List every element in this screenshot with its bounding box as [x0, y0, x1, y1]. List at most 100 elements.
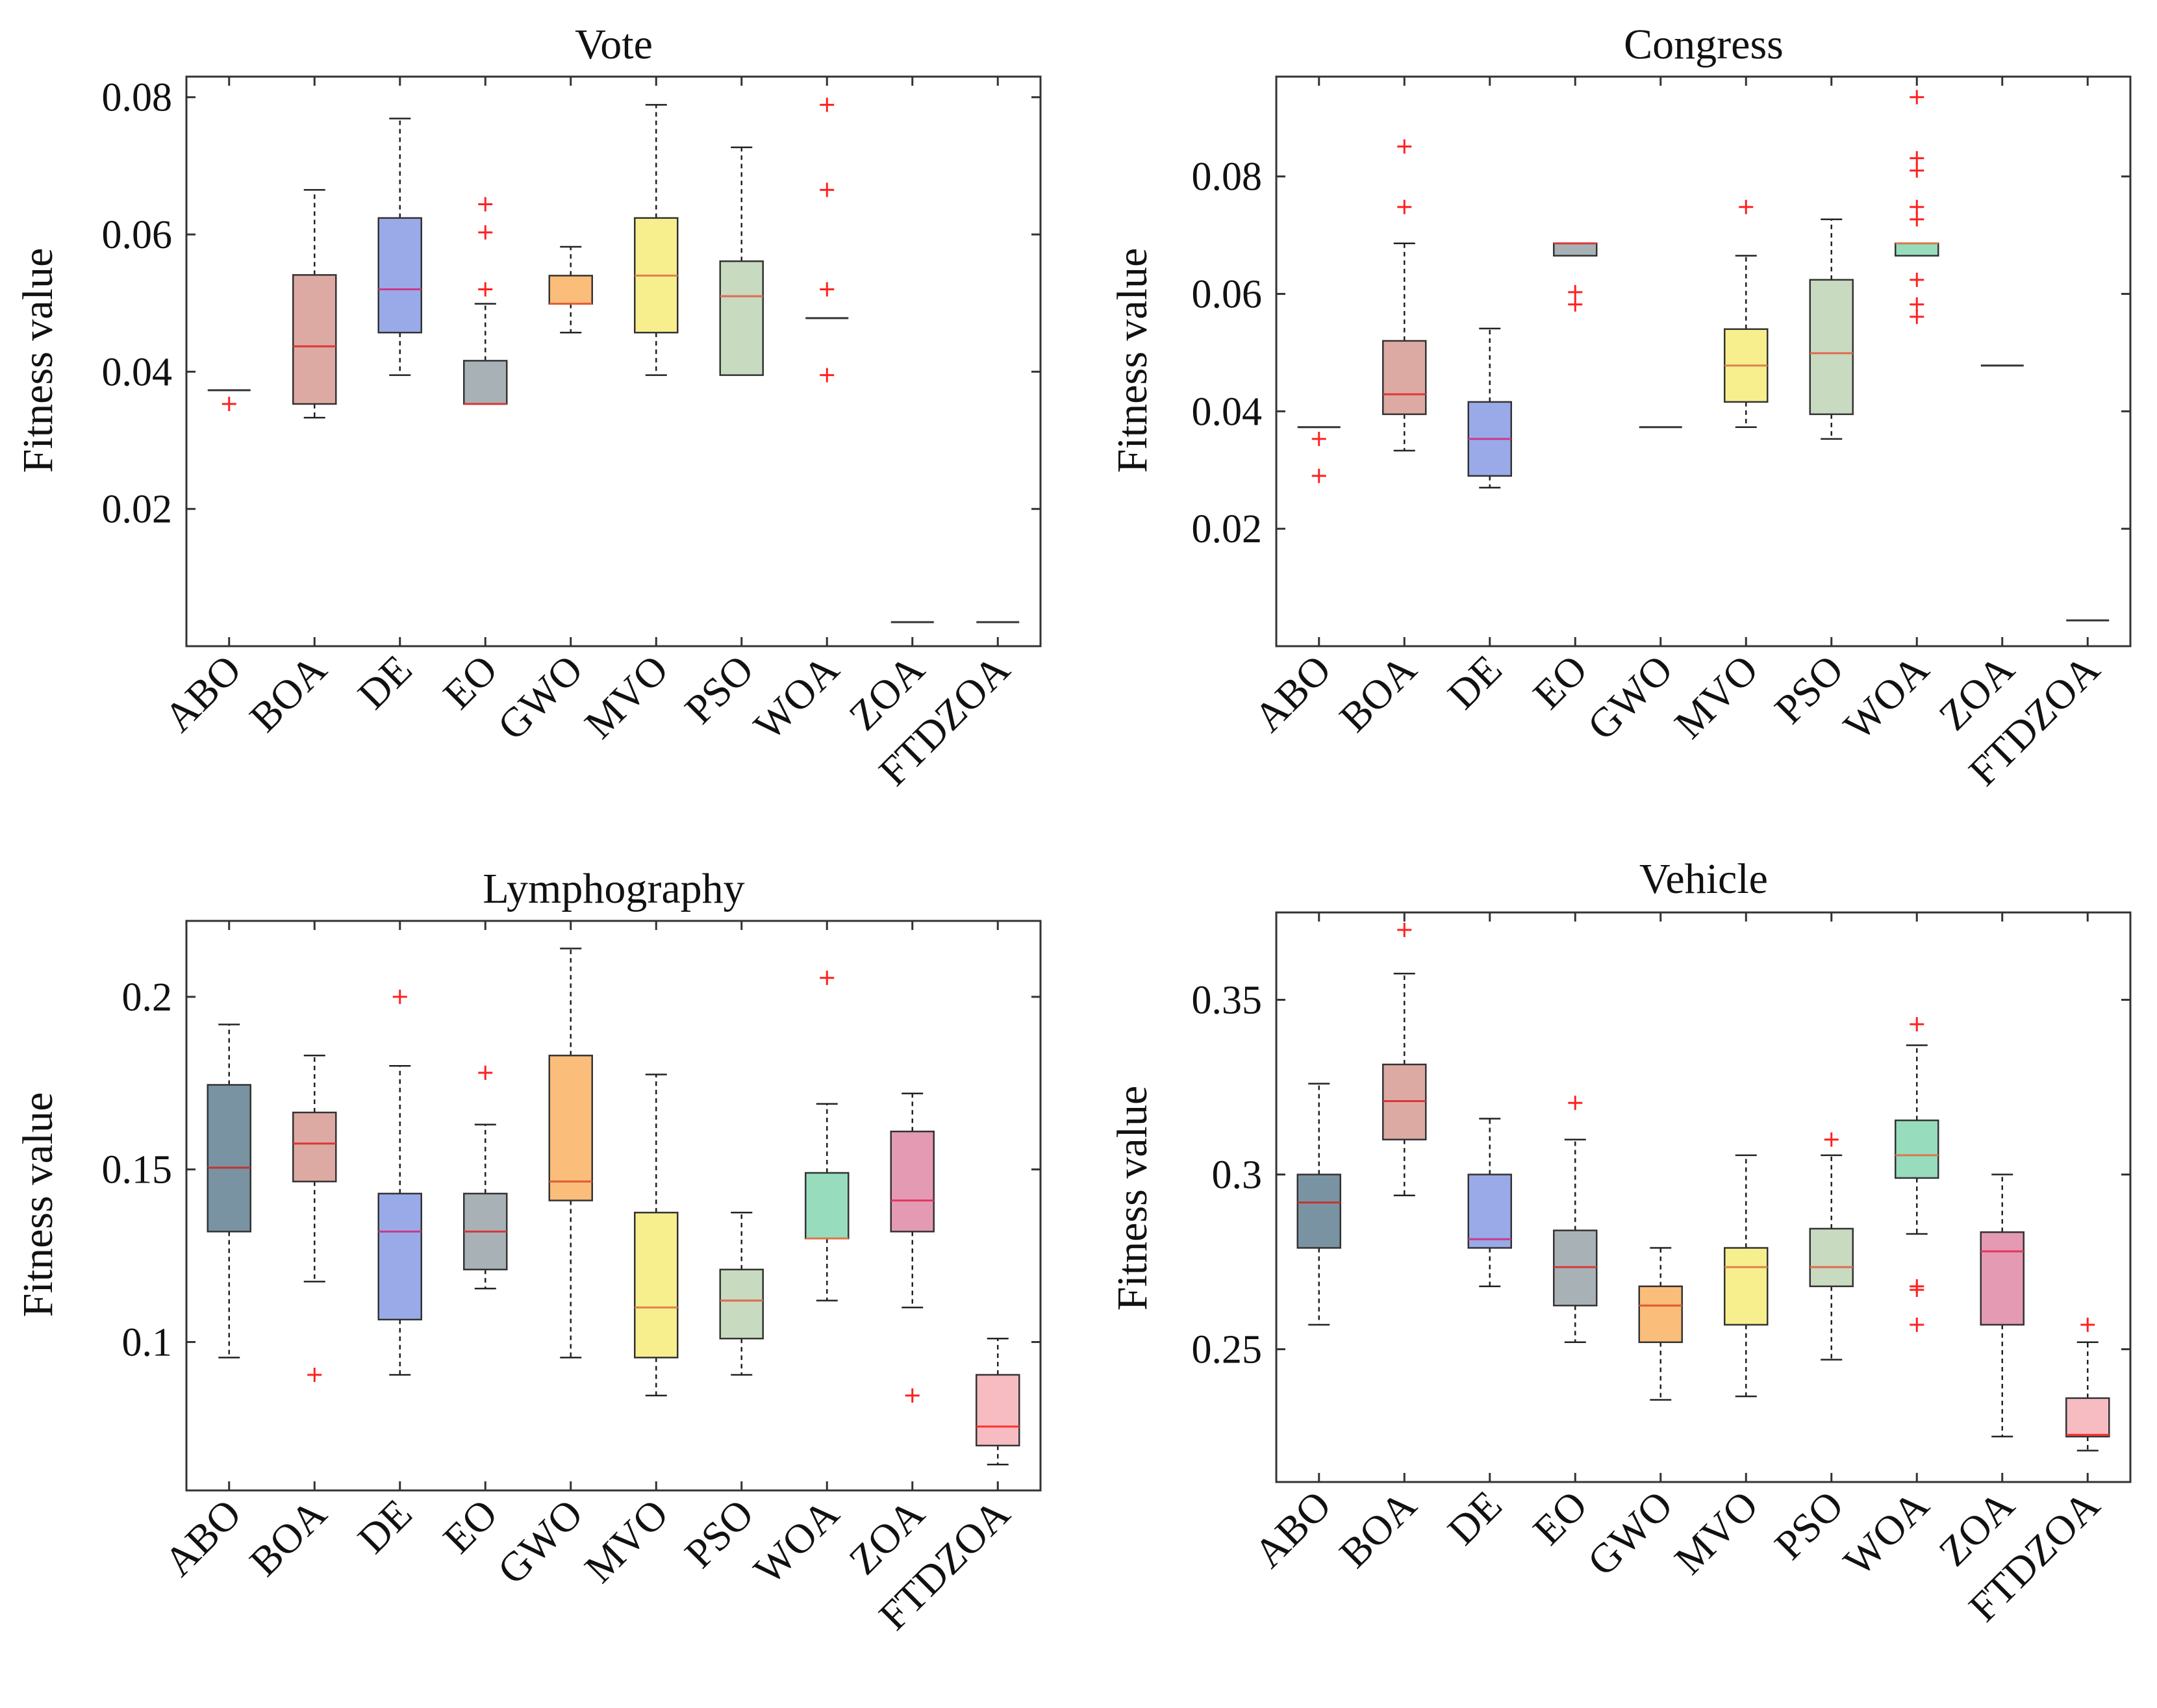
outlier-marker [307, 1367, 322, 1382]
outlier-marker [1910, 1017, 1924, 1032]
y-axis-label: Fitness value [14, 1092, 62, 1317]
axes-frame [1275, 75, 2132, 647]
outlier-marker [478, 282, 493, 297]
outlier-marker [1568, 284, 1583, 299]
box-pso [719, 1211, 764, 1376]
outlier-marker [1397, 199, 1412, 214]
box-eo [1553, 1096, 1598, 1344]
outlier-marker [221, 397, 236, 412]
box-de [1467, 327, 1512, 489]
outlier-marker [1910, 272, 1924, 287]
y-tick-label: 0.25 [1192, 1328, 1263, 1372]
box-boa [1382, 922, 1427, 1197]
box-body [719, 260, 764, 376]
box-mvo [1724, 199, 1769, 429]
outlier-marker [1910, 309, 1924, 324]
box-abo [207, 1024, 251, 1359]
outlier-marker [1910, 163, 1924, 178]
box-gwo [548, 948, 593, 1359]
box-boa [292, 1055, 337, 1382]
box-gwo [548, 245, 593, 334]
outlier-marker [1397, 922, 1412, 937]
box-body [805, 1172, 850, 1240]
y-tick-label: 0.02 [102, 488, 173, 532]
y-axis-label: Fitness value [1109, 248, 1156, 473]
y-axis-label: Fitness value [14, 248, 62, 473]
outlier-marker [1824, 1132, 1839, 1147]
box-ftdzoa [2065, 1317, 2110, 1451]
outlier-marker [1910, 199, 1924, 214]
box-abo [1296, 1083, 1341, 1326]
box-body [548, 275, 593, 305]
box-body [292, 274, 337, 405]
box-body [463, 360, 508, 405]
box-body [1895, 242, 1939, 257]
outlier-marker [1311, 431, 1326, 446]
box-abo [1297, 426, 1341, 483]
box-de [377, 118, 422, 376]
outlier-marker [1739, 199, 1754, 214]
box-body [2065, 1397, 2110, 1438]
outlier-marker [1910, 151, 1924, 166]
box-eo [1553, 242, 1598, 312]
y-axis-label: Fitness value [1109, 1086, 1156, 1311]
box-body [1638, 1285, 1683, 1344]
axes-frame [1275, 911, 2132, 1483]
box-zoa [1980, 1174, 2025, 1438]
box-body [1895, 1119, 1939, 1179]
box-woa [805, 97, 849, 383]
box-woa [1895, 90, 1939, 324]
box-body [377, 1192, 422, 1321]
box-body [1980, 1231, 2025, 1326]
outlier-marker [1311, 468, 1326, 483]
box-pso [1809, 1132, 1854, 1361]
outlier-marker [820, 97, 835, 112]
y-tick-label: 0.04 [102, 350, 173, 394]
box-body [1382, 340, 1427, 416]
outlier-marker [1910, 1317, 1924, 1332]
outlier-marker [2080, 1317, 2095, 1332]
outlier-marker [1568, 1096, 1583, 1111]
y-tick-label: 0.2 [122, 975, 173, 1020]
box-body [719, 1268, 764, 1340]
outlier-marker [478, 197, 493, 212]
box-body [976, 1374, 1020, 1447]
outlier-marker [1910, 212, 1924, 227]
box-boa [292, 189, 337, 419]
box-body [292, 1111, 337, 1183]
outlier-marker [820, 970, 835, 985]
outlier-marker [1397, 139, 1412, 154]
y-tick-label: 0.35 [1192, 979, 1263, 1023]
box-body [207, 1084, 251, 1233]
y-tick-label: 0.02 [1192, 507, 1263, 551]
box-eo [463, 197, 508, 405]
box-de [377, 989, 422, 1376]
outlier-marker [1910, 297, 1924, 312]
box-body [890, 1130, 935, 1233]
outlier-marker [478, 225, 493, 240]
y-tick-label: 0.3 [1212, 1153, 1263, 1198]
panel-title: Vehicle [1639, 855, 1768, 903]
box-ftdzoa [976, 1337, 1020, 1466]
panel-title: Vote [575, 21, 653, 68]
panel-title: Congress [1624, 21, 1784, 68]
outlier-marker [820, 282, 835, 297]
axes-frame [185, 75, 1042, 647]
outlier-marker [1910, 90, 1924, 105]
box-body [1553, 242, 1598, 257]
box-woa [1895, 1017, 1939, 1332]
y-tick-label: 0.04 [1192, 390, 1263, 434]
y-tick-label: 0.15 [102, 1148, 173, 1192]
outlier-marker [820, 182, 835, 197]
outlier-marker [820, 368, 835, 383]
outlier-marker [478, 1065, 493, 1080]
box-pso [719, 146, 764, 376]
y-tick-label: 0.08 [102, 76, 173, 120]
box-body [1724, 1247, 1769, 1326]
box-pso [1809, 218, 1854, 440]
y-tick-label: 0.06 [1192, 273, 1263, 317]
box-body [1467, 1174, 1512, 1249]
axes-frame [185, 920, 1042, 1492]
